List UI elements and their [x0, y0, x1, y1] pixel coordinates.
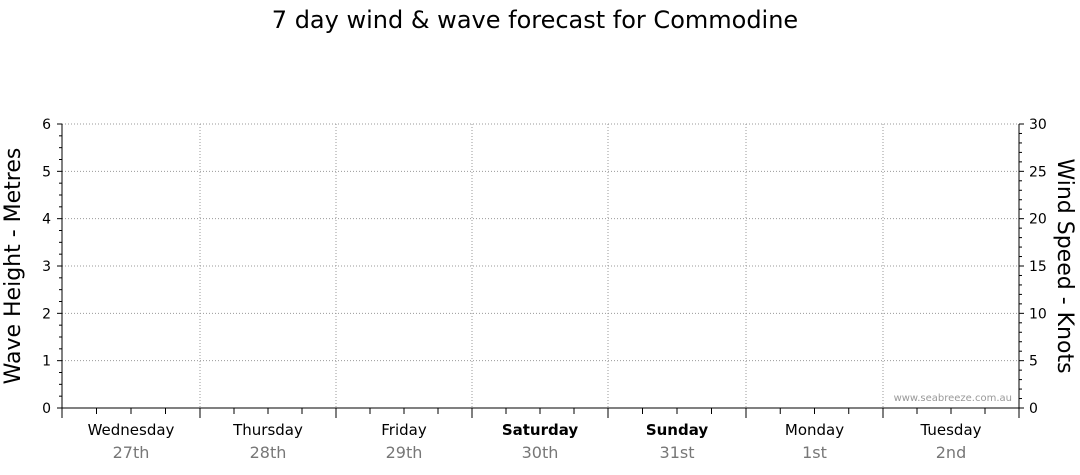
left-tick-label: 5	[42, 164, 51, 180]
left-axis-title: Wave Height - Metres	[1, 148, 26, 385]
day-date-label: 2nd	[936, 443, 966, 462]
right-tick-label: 10	[1029, 306, 1047, 322]
left-axis-ticks: 0 1 2 3 4 5 6	[42, 117, 62, 417]
left-tick-label: 2	[42, 306, 51, 322]
day-date-label: 31st	[660, 443, 695, 462]
right-axis-ticks: 0 5 10 15 20 25 30	[1019, 117, 1047, 417]
day-date-label: 30th	[522, 443, 559, 462]
right-tick-label: 0	[1029, 401, 1038, 417]
day-labels: Wednesday 27th Thursday 28th Friday 29th Satur…	[88, 421, 982, 462]
left-tick-label: 6	[42, 117, 51, 133]
right-tick-label: 5	[1029, 354, 1038, 370]
right-tick-label: 15	[1029, 259, 1047, 275]
day-date-label: 28th	[250, 443, 287, 462]
left-tick-label: 1	[42, 354, 51, 370]
day-name-label: Saturday	[502, 421, 579, 439]
right-tick-label: 20	[1029, 212, 1047, 228]
day-name-label: Wednesday	[88, 421, 175, 439]
right-tick-label: 30	[1029, 117, 1047, 133]
left-tick-label: 0	[42, 401, 51, 417]
left-tick-label: 4	[42, 212, 51, 228]
day-name-label: Thursday	[232, 421, 303, 439]
axes	[61, 124, 1020, 418]
day-name-label: Tuesday	[919, 421, 981, 439]
day-date-label: 29th	[386, 443, 423, 462]
left-tick-label: 3	[42, 259, 51, 275]
chart-title: 7 day wind & wave forecast for Commodine	[272, 6, 798, 34]
right-axis-title: Wind Speed - Knots	[1052, 158, 1077, 373]
grid	[62, 123, 1019, 408]
day-date-label: 1st	[802, 443, 827, 462]
right-tick-label: 25	[1029, 164, 1047, 180]
day-name-label: Monday	[785, 421, 844, 439]
day-date-label: 27th	[113, 443, 150, 462]
day-name-label: Friday	[381, 421, 427, 439]
watermark: www.seabreeze.com.au	[894, 393, 1012, 404]
day-name-label: Sunday	[646, 421, 709, 439]
